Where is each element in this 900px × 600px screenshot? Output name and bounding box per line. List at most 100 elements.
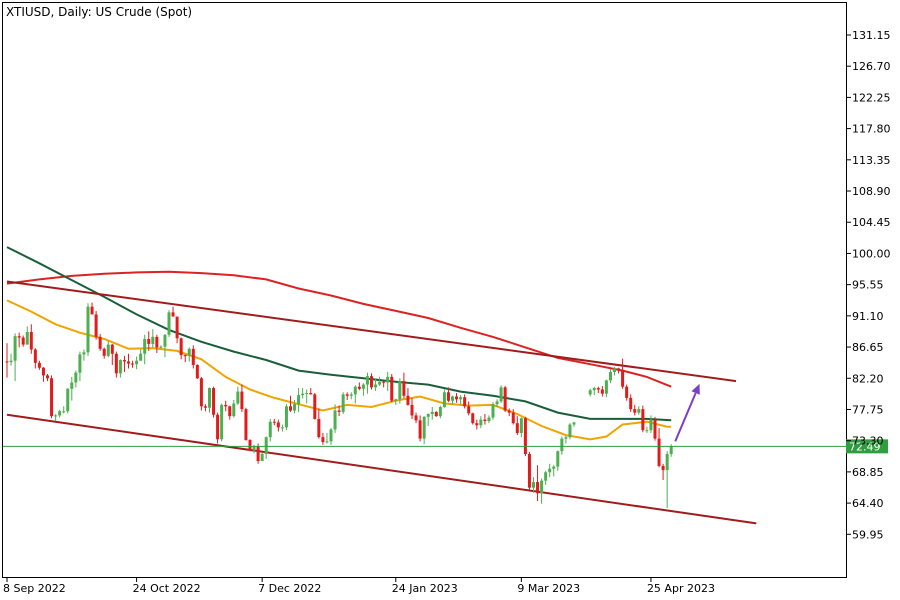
ma-fast-layer	[6, 299, 672, 441]
candle-body	[536, 482, 540, 494]
candle-body	[78, 354, 82, 373]
candle-body	[33, 349, 37, 363]
candle-body	[252, 446, 256, 451]
candle-body	[151, 336, 155, 344]
candle-body	[374, 384, 378, 388]
x-tick-label: 24 Oct 2022	[133, 582, 201, 595]
y-tick-label: 73.30	[852, 435, 884, 448]
x-axis: 8 Sep 2022 24 Oct 2022 7 Dec 2022 24 Jan 20…	[3, 577, 715, 595]
y-tick-label: 113.35	[852, 154, 891, 167]
candle-body	[171, 312, 175, 317]
candle-body	[62, 411, 66, 413]
channel-upper-line	[6, 280, 737, 383]
candle-body	[418, 420, 422, 439]
candle-body	[487, 417, 491, 422]
current-price-tag	[846, 439, 888, 454]
candle-body	[179, 338, 183, 356]
candle-body	[353, 386, 357, 395]
candle-body	[414, 415, 418, 421]
candle-body	[511, 412, 515, 424]
candle-body	[163, 334, 167, 347]
candle-body	[280, 427, 284, 429]
candle-body	[588, 390, 592, 395]
candle-body	[228, 406, 232, 417]
candle-body	[653, 419, 657, 439]
candle-body	[293, 404, 297, 411]
ma-mid-line	[6, 246, 672, 422]
candle-body	[276, 422, 280, 428]
y-tick-label: 64.40	[852, 497, 884, 510]
candle-body	[661, 465, 665, 471]
candle-body	[515, 423, 519, 433]
candle-body	[499, 387, 503, 402]
candle-body	[446, 392, 450, 401]
y-tick-label: 59.95	[852, 528, 884, 541]
candle-body	[135, 360, 139, 365]
candle-body	[463, 397, 467, 407]
candle-body	[21, 337, 25, 345]
candles-layer	[5, 302, 673, 509]
candle-body	[191, 348, 195, 365]
candle-body	[629, 397, 633, 410]
candle-body	[600, 389, 604, 394]
candle-body	[232, 403, 236, 417]
candle-body	[37, 362, 41, 368]
candle-body	[398, 381, 402, 400]
candle-body	[25, 331, 29, 345]
candle-body	[665, 454, 669, 471]
candle-body	[58, 411, 62, 416]
candle-body	[256, 446, 260, 462]
candle-body	[17, 336, 21, 338]
candle-body	[451, 396, 454, 401]
x-tick-label: 8 Sep 2022	[3, 582, 66, 595]
candle-body	[386, 376, 390, 383]
candle-body	[264, 437, 268, 455]
candle-body	[349, 394, 353, 396]
candle-body	[313, 394, 317, 419]
candle-body	[604, 380, 608, 394]
candle-body	[240, 391, 244, 410]
candle-body	[248, 439, 252, 451]
candle-body	[365, 376, 369, 385]
candle-body	[361, 384, 365, 389]
candle-body	[434, 411, 438, 417]
candle-body	[608, 371, 612, 381]
candle-body	[483, 419, 487, 422]
x-tick-label: 24 Jan 2023	[392, 582, 458, 595]
candle-body	[147, 338, 151, 344]
candle-body	[402, 381, 406, 396]
candle-body	[333, 410, 337, 430]
candle-body	[475, 423, 479, 426]
candle-body	[284, 406, 288, 428]
candle-body	[260, 454, 264, 462]
y-tick-label: 68.85	[852, 466, 884, 479]
candle-body	[220, 404, 224, 440]
candle-body	[106, 344, 110, 356]
candle-body	[175, 316, 179, 339]
candle-body	[479, 419, 483, 426]
ma-slow-line	[6, 270, 672, 388]
candle-body	[564, 437, 568, 439]
candle-body	[118, 360, 122, 374]
candle-body	[503, 387, 507, 411]
candle-body	[527, 454, 531, 488]
candle-body	[301, 393, 305, 396]
price-line-layer: 72.49	[3, 439, 888, 454]
candle-body	[617, 368, 621, 370]
candle-body	[406, 395, 410, 405]
candle-body	[669, 446, 673, 455]
candle-body	[268, 421, 272, 438]
candle-body	[183, 355, 187, 357]
candle-body	[613, 368, 616, 372]
candle-body	[552, 466, 556, 469]
candle-body	[321, 437, 325, 443]
x-tick-label: 7 Dec 2022	[258, 582, 321, 595]
candle-body	[94, 314, 98, 337]
y-tick-label: 86.65	[852, 341, 884, 354]
candle-body	[337, 410, 341, 412]
candle-body	[131, 363, 135, 365]
candle-body	[297, 395, 301, 405]
candle-body	[556, 451, 560, 467]
candle-body	[66, 388, 70, 412]
candle-body	[544, 472, 548, 481]
